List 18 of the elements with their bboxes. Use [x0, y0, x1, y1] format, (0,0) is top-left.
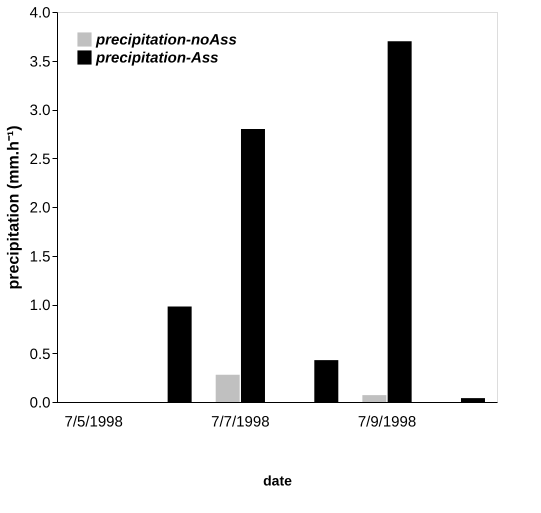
x-tick-label: 7/9/1998: [358, 414, 416, 430]
y-tick-label: 0.0: [30, 394, 50, 412]
y-tick-label: 0.5: [30, 346, 50, 363]
y-tick-label: 1.0: [30, 297, 50, 314]
x-axis-title: date: [263, 472, 292, 488]
y-axis-title: precipitation (mm.h⁻¹): [6, 125, 23, 290]
y-tick-label: 2.5: [30, 150, 50, 168]
y-tick-label: 1.5: [30, 248, 50, 266]
y-tick-label: 4.0: [30, 4, 50, 22]
x-tick-label: 7/7/1998: [211, 414, 270, 430]
bar: [216, 374, 240, 402]
y-tick-label: 3.0: [30, 102, 50, 119]
x-tick-label: 7/5/1998: [64, 414, 123, 430]
y-tick-label: 2.0: [30, 200, 50, 216]
legend-label: precipitation-Ass: [95, 50, 219, 66]
legend-label: precipitation-noAss: [95, 32, 237, 48]
bar: [362, 395, 386, 402]
y-tick-label: 3.5: [30, 53, 50, 70]
